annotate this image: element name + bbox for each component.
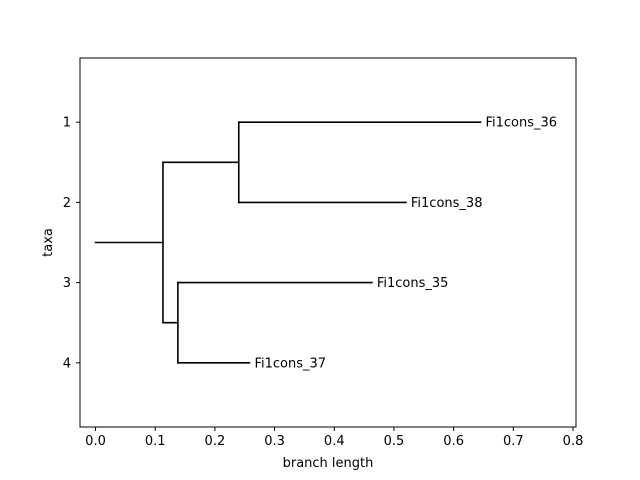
x-tick-label-5: 0.5 (384, 434, 405, 449)
x-tick-label-1: 0.1 (145, 434, 166, 449)
x-tick-label-7: 0.7 (503, 434, 524, 449)
leaf-labels-group: Fi1cons_36 Fi1cons_38 Fi1cons_35 Fi1cons_37 (255, 116, 558, 372)
x-tick-label-6: 0.6 (443, 434, 464, 449)
plot-frame (79, 57, 577, 428)
x-tick-label-4: 0.4 (324, 434, 345, 449)
y-axis-label: taxa (41, 228, 56, 257)
branches-group (94, 121, 482, 364)
leaf-label-3: Fi1cons_37 (255, 356, 327, 371)
x-axis-ticks: 0.0 0.1 0.2 0.3 0.4 0.5 0.6 0.7 0.8 (85, 427, 583, 449)
leaf-label-2: Fi1cons_35 (377, 276, 449, 291)
x-tick-label-0: 0.0 (85, 434, 106, 449)
y-tick-label-0: 1 (63, 116, 71, 131)
y-tick-label-2: 3 (63, 276, 71, 291)
y-tick-label-3: 4 (63, 356, 71, 371)
x-tick-label-2: 0.2 (205, 434, 226, 449)
y-tick-label-1: 2 (63, 196, 71, 211)
x-tick-label-8: 0.8 (563, 434, 584, 449)
x-tick-label-3: 0.3 (264, 434, 285, 449)
y-axis-ticks: 1 2 3 4 (63, 116, 80, 371)
leaf-label-1: Fi1cons_38 (411, 196, 483, 211)
x-axis-label: branch length (283, 456, 374, 471)
leaf-label-0: Fi1cons_36 (486, 116, 558, 131)
